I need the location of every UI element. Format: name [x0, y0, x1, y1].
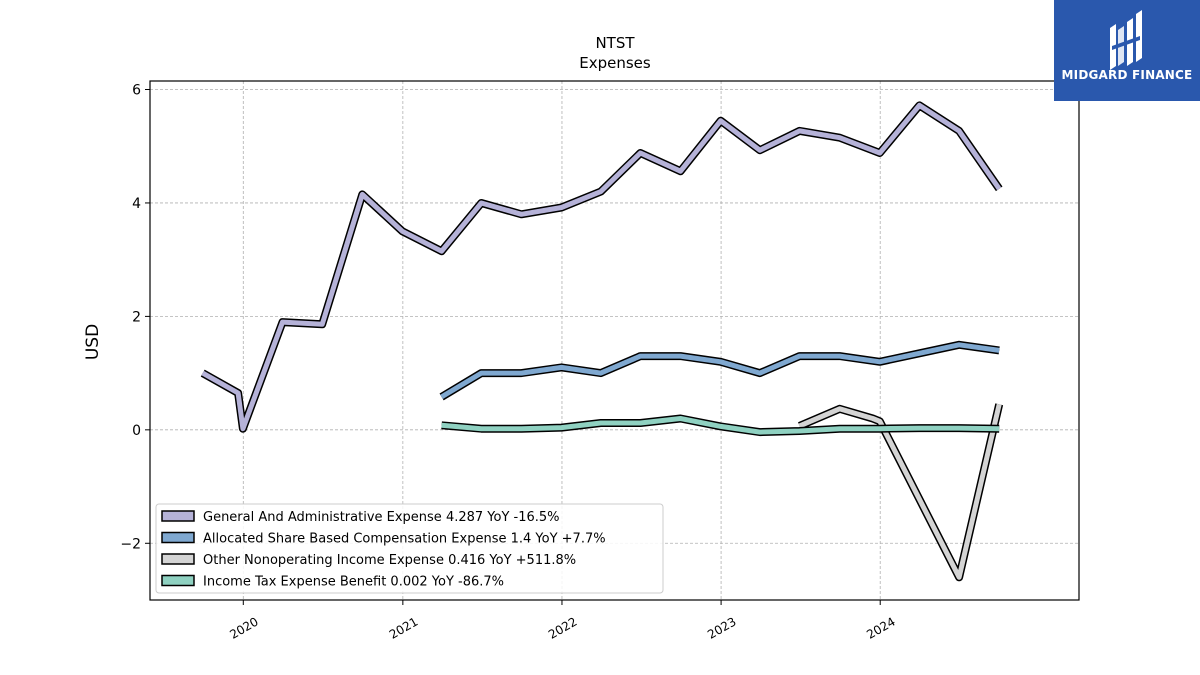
series-line [441, 416, 1000, 435]
legend-entry: Income Tax Expense Benefit 0.002 YoY -86… [161, 574, 504, 590]
x-tick-label: 2023 [705, 614, 738, 641]
plot-frame [149, 80, 1080, 601]
series-line [798, 403, 1002, 580]
series-line [201, 102, 1002, 432]
legend-swatch [161, 553, 195, 565]
legend-swatch [161, 574, 195, 587]
series-1 [200, 101, 1003, 433]
x-tick-label: 2024 [864, 614, 897, 641]
y-axis-label: USD [83, 324, 103, 360]
x-tick-label: 2022 [546, 614, 579, 641]
legend-label: Allocated Share Based Compensation Expen… [203, 532, 606, 547]
chart-subtitle: Expenses [579, 54, 651, 72]
legend-swatch [161, 510, 195, 522]
series-lines [200, 101, 1004, 582]
legend-entry: Other Nonoperating Income Expense 0.416 … [161, 553, 576, 568]
legend: General And Administrative Expense 4.287… [155, 503, 664, 594]
x-tick-label: 2021 [387, 614, 420, 641]
legend-label: Other Nonoperating Income Expense 0.416 … [203, 553, 576, 568]
y-tick-label: 2 [132, 309, 141, 325]
brand-name: MIDGARD FINANCE [1061, 68, 1193, 82]
series-4 [441, 414, 1000, 437]
series-3 [798, 403, 1004, 582]
series-2 [439, 340, 1000, 401]
midgard-logo-icon [1110, 10, 1142, 70]
y-tick-label: −2 [120, 536, 141, 552]
y-tick-label: 4 [132, 196, 141, 212]
legend-label: Income Tax Expense Benefit 0.002 YoY -86… [203, 575, 504, 590]
brand-logo: MIDGARD FINANCE [1054, 0, 1200, 101]
legend-entry: General And Administrative Expense 4.287… [161, 510, 560, 525]
legend-swatch [161, 531, 195, 544]
y-tick-label: 0 [132, 423, 141, 439]
chart-title: NTST [595, 34, 635, 52]
legend-entry: Allocated Share Based Compensation Expen… [161, 531, 606, 547]
series-line [440, 342, 1000, 400]
x-tick-label: 2020 [227, 614, 260, 641]
legend-box [155, 503, 664, 594]
legend-label: General And Administrative Expense 4.287… [203, 510, 560, 525]
y-tick-label: 6 [132, 83, 141, 99]
